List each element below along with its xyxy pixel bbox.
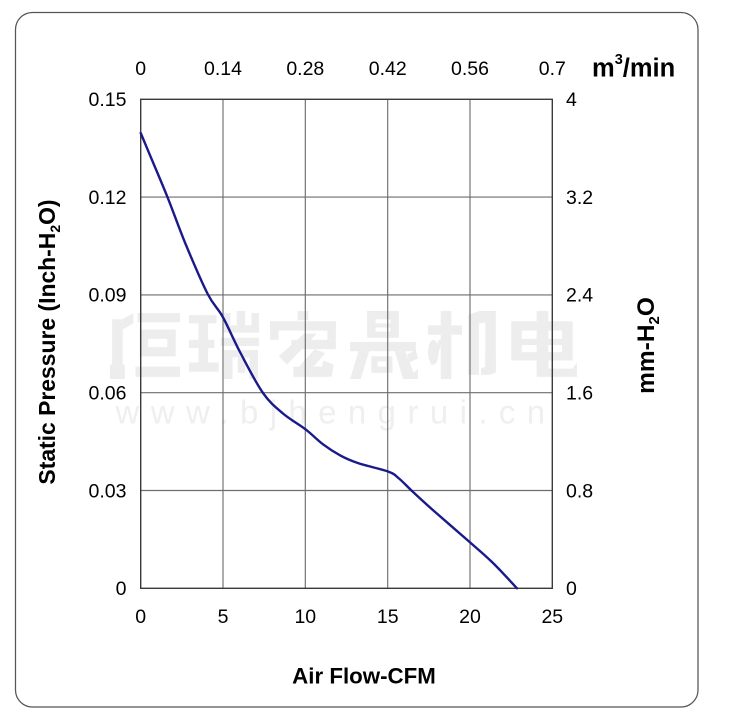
svg-text:3.2: 3.2 [566,187,593,209]
svg-text:0.06: 0.06 [89,383,127,405]
svg-text:0.56: 0.56 [451,58,489,80]
svg-text:Static Pressure (Inch-H2O): Static Pressure (Inch-H2O) [34,199,63,484]
svg-text:0: 0 [566,578,577,600]
svg-text:0: 0 [135,606,146,628]
svg-text:4: 4 [566,89,577,111]
svg-text:2.4: 2.4 [566,285,593,307]
svg-text:m3/min: m3/min [592,52,675,82]
svg-text:0.09: 0.09 [89,285,127,307]
svg-text:0.28: 0.28 [286,58,324,80]
svg-text:0.42: 0.42 [369,58,407,80]
svg-text:20: 20 [459,606,481,628]
svg-text:1.6: 1.6 [566,383,593,405]
svg-text:0.03: 0.03 [89,480,127,502]
svg-text:Air Flow-CFM: Air Flow-CFM [292,664,436,689]
svg-text:mm-H2O: mm-H2O [633,297,663,394]
svg-text:0.8: 0.8 [566,480,593,502]
svg-text:0: 0 [116,578,127,600]
svg-text:15: 15 [377,606,399,628]
svg-text:10: 10 [294,606,316,628]
svg-text:0.7: 0.7 [539,58,566,80]
svg-text:www.bjhengrui.cn: www.bjhengrui.cn [115,394,557,431]
svg-text:5: 5 [218,606,229,628]
svg-text:25: 25 [541,606,563,628]
svg-text:0: 0 [135,58,146,80]
svg-text:0.14: 0.14 [204,58,242,80]
svg-text:0.12: 0.12 [89,187,127,209]
svg-text:0.15: 0.15 [89,89,127,111]
